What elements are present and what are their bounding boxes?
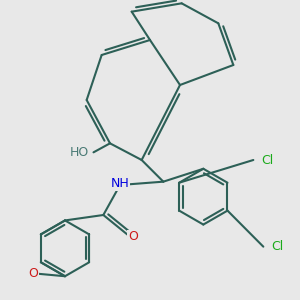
Text: Cl: Cl — [271, 240, 283, 253]
Text: Cl: Cl — [261, 154, 273, 166]
Text: NH: NH — [111, 177, 129, 190]
Text: O: O — [28, 267, 38, 280]
Text: O: O — [128, 230, 138, 243]
Text: HO: HO — [70, 146, 89, 159]
